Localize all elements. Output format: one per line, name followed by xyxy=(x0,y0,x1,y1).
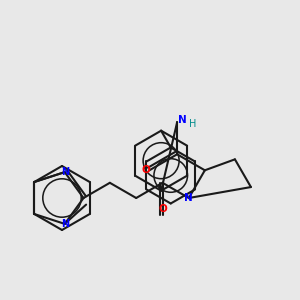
Text: N: N xyxy=(184,193,193,203)
Text: N: N xyxy=(178,115,187,125)
Text: H: H xyxy=(189,119,197,129)
Text: O: O xyxy=(158,204,167,214)
Text: N: N xyxy=(61,167,69,177)
Text: N: N xyxy=(61,219,69,229)
Text: O: O xyxy=(141,165,150,175)
